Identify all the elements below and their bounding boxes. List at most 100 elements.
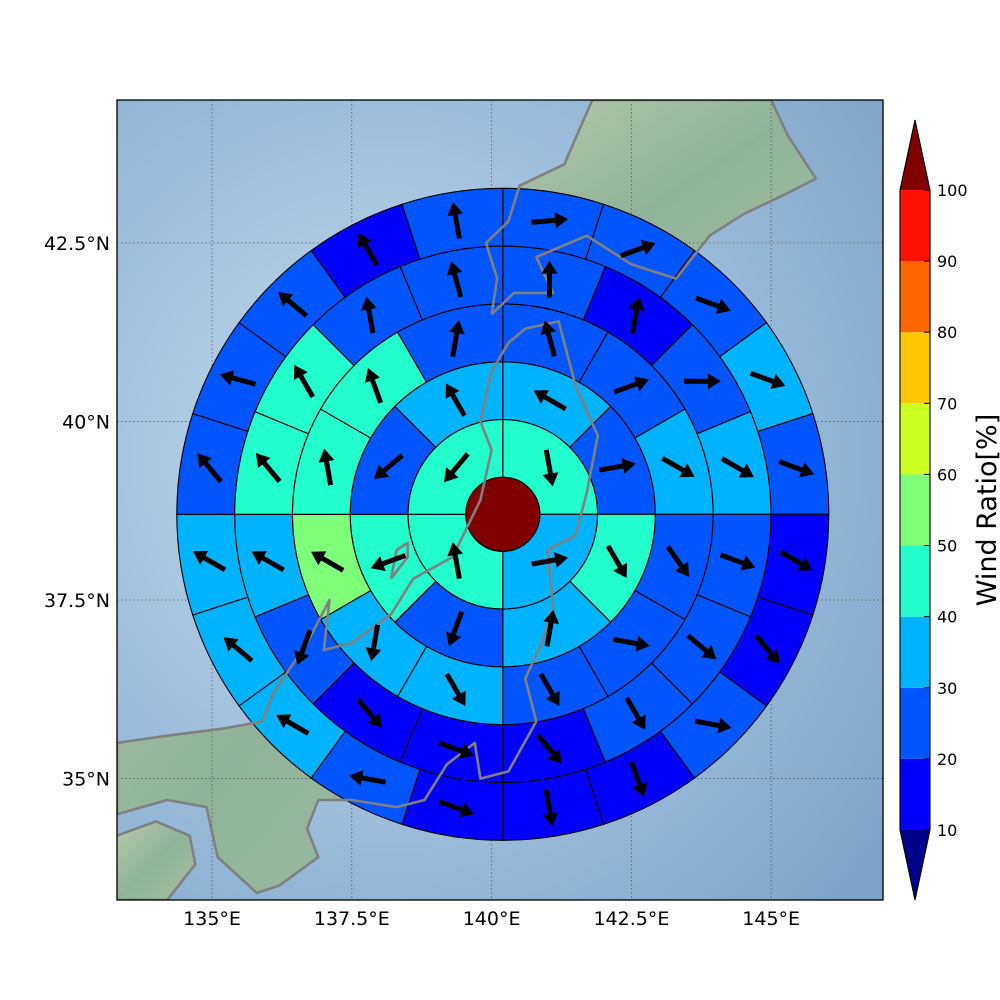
colorbar-bin	[900, 687, 930, 759]
colorbar-tick-label: 10	[937, 821, 957, 840]
wind-arrow	[447, 202, 464, 239]
wind-arrow	[318, 448, 335, 486]
wind-arrow	[619, 240, 656, 259]
wind-arrow	[683, 373, 721, 390]
wind-arrow	[197, 453, 223, 484]
wind-arrow	[294, 629, 313, 666]
wind-arrow	[542, 449, 559, 487]
colorbar-tick-label: 70	[937, 394, 957, 413]
wind-arrow	[533, 390, 567, 412]
wind-arrow	[276, 714, 310, 736]
wind-arrow	[540, 320, 557, 358]
longitude-tick-label: 135°E	[183, 908, 241, 930]
wind-arrow	[538, 672, 560, 707]
colorbar-bin	[900, 261, 930, 333]
colorbar-tick-label: 80	[937, 323, 957, 342]
polar-center-disc	[465, 476, 541, 552]
latitude-tick-label: 40°N	[62, 411, 110, 433]
colorbar-tick-label: 100	[937, 181, 968, 200]
wind-arrow	[719, 552, 756, 571]
land-mass	[117, 821, 196, 900]
colorbar-bin	[900, 545, 930, 617]
map-axes: 135°E 137.5°E 140°E 142.5°E 145°E 35°N 37.5°N…	[44, 99, 884, 930]
colorbar-bin	[900, 616, 930, 688]
wind-arrow	[445, 383, 467, 417]
coastline-segment	[117, 820, 197, 900]
colorbar: 10 20 30 40 50 60 70 80 90 100 Wind Ratio[%]	[899, 119, 1000, 901]
colorbar-tick-label: 40	[937, 608, 957, 627]
wind-arrow	[373, 453, 404, 480]
wind-arrow	[541, 260, 558, 298]
wind-arrow	[293, 364, 315, 399]
longitude-tick-label: 137.5°E	[314, 908, 390, 930]
map-frame	[116, 99, 884, 901]
colorbar-bin	[900, 190, 930, 262]
wind-arrow	[445, 610, 465, 647]
wind-arrow	[613, 376, 649, 395]
longitude-tick-label: 145°E	[742, 908, 800, 930]
colorbar-bin	[900, 474, 930, 546]
wind-arrow	[349, 770, 387, 786]
wind-arrow	[360, 296, 377, 334]
wind-arrow	[605, 544, 628, 579]
colorbar-tick-label: 20	[937, 750, 957, 769]
wind-arrow	[223, 636, 254, 663]
latitude-tick-labels: 35°N 37.5°N 40°N 42.5°N	[44, 233, 110, 791]
colorbar-bin	[900, 403, 930, 475]
wind-arrow	[438, 799, 475, 818]
colorbar-label: Wind Ratio[%]	[972, 414, 1000, 606]
wind-arrow	[695, 295, 731, 314]
wind-arrow	[536, 733, 562, 764]
wind-arrow	[543, 609, 560, 647]
wind-arrow	[629, 761, 648, 797]
colorbar-under-extension	[900, 830, 930, 900]
wind-arrow	[192, 550, 227, 572]
wind-arrow	[598, 457, 636, 474]
wind-arrow	[446, 261, 464, 298]
colorbar-tick-labels: 10 20 30 40 50 60 70 80 90 100	[924, 181, 968, 840]
polar-sector-grid	[176, 187, 830, 841]
wind-arrow	[531, 212, 569, 229]
polar-sector	[401, 187, 504, 260]
wind-arrow	[448, 320, 465, 358]
wind-arrow	[661, 456, 695, 478]
wind-arrows	[192, 202, 815, 827]
wind-arrow	[754, 633, 780, 664]
longitude-tick-labels: 135°E 137.5°E 140°E 142.5°E 145°E	[183, 908, 800, 930]
wind-arrow	[720, 456, 754, 478]
wind-arrow	[255, 453, 282, 483]
colorbar-tick-label: 30	[937, 679, 957, 698]
latitude-tick-label: 35°N	[62, 769, 110, 791]
land-mass	[486, 100, 816, 315]
longitude-tick-label: 140°E	[463, 908, 521, 930]
wind-arrow	[447, 542, 464, 580]
wind-arrow	[278, 291, 309, 318]
wind-arrow	[749, 370, 786, 389]
wind-arrow	[686, 633, 717, 660]
wind-arrow	[311, 551, 345, 573]
wind-arrow	[665, 545, 689, 577]
wind-arrow	[778, 459, 815, 478]
wind-arrow	[219, 370, 257, 387]
wind-arrow	[542, 789, 559, 827]
colorbar-bin	[900, 758, 930, 830]
wind-arrow	[444, 672, 466, 707]
wind-arrow	[694, 717, 732, 734]
wind-arrow	[531, 551, 569, 568]
wind-arrow	[438, 740, 474, 759]
wind-arrow	[356, 697, 383, 728]
colorbar-tick-label: 50	[937, 537, 957, 556]
colorbar-tick-label: 60	[937, 465, 957, 484]
wind-arrow	[779, 549, 813, 571]
wind-arrow	[612, 635, 650, 652]
wind-arrow	[370, 553, 407, 572]
wind-arrow	[628, 296, 645, 334]
wind-arrow	[365, 624, 382, 662]
coastline-segment	[484, 100, 818, 316]
latitude-tick-label: 37.5°N	[44, 590, 110, 612]
wind-arrow	[443, 452, 470, 483]
latitude-tick-label: 42.5°N	[44, 233, 110, 255]
colorbar-over-extension	[900, 120, 930, 190]
wind-arrow	[364, 368, 384, 404]
